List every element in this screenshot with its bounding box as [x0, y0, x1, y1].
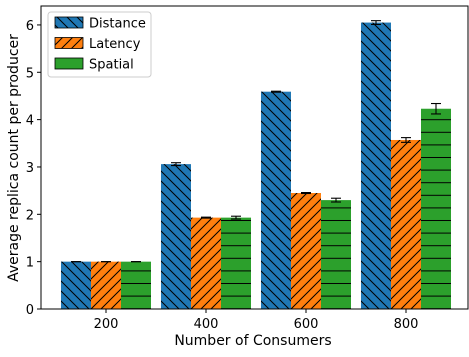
legend-swatch-hatch: [55, 37, 83, 49]
legend: Distance Latency Spatial: [47, 11, 152, 78]
bar-spatial-600: [321, 200, 351, 309]
bar-latency-600: [291, 193, 321, 309]
y-tick-label: 5: [26, 66, 34, 81]
x-axis-label: Number of Consumers: [174, 333, 331, 349]
bar-hatch: [261, 91, 291, 309]
bar-spatial-400: [221, 217, 251, 309]
error-bar-distance-400: [171, 162, 181, 167]
legend-entry-latency: Latency: [54, 37, 141, 52]
legend-entry-distance: Distance: [54, 17, 146, 32]
bar-hatch: [391, 139, 421, 309]
x-tick-label: 400: [194, 317, 219, 332]
y-tick-label: 2: [26, 208, 34, 223]
legend-swatch-hatch: [55, 58, 83, 69]
bar-distance-400: [161, 164, 191, 309]
x-tick-label: 600: [294, 317, 319, 332]
legend-entry-spatial: Spatial: [54, 58, 134, 73]
bar-hatch: [161, 164, 191, 309]
y-tick-label: 3: [26, 161, 34, 176]
y-tick-label: 1: [26, 256, 34, 271]
bar-hatch: [421, 108, 451, 310]
bar-hatch: [121, 261, 151, 309]
y-tick-label: 4: [26, 114, 34, 129]
bar-hatch: [91, 261, 121, 309]
y-tick-label: 6: [26, 19, 34, 34]
error-bar-latency-800: [401, 137, 411, 143]
y-tick-label: 0: [26, 303, 34, 318]
bar-distance-600: [261, 91, 291, 309]
legend-label: Spatial: [89, 58, 134, 73]
bar-hatch: [321, 200, 351, 309]
bar-distance-800: [361, 22, 391, 309]
legend-swatch-hatch: [55, 17, 83, 28]
error-bar-latency-400: [201, 216, 211, 219]
legend-label: Distance: [89, 17, 146, 32]
error-bar-latency-600: [301, 191, 311, 195]
bar-hatch: [191, 217, 221, 309]
error-bar-distance-800: [371, 20, 381, 26]
bar-distance-200: [61, 261, 91, 309]
error-bar-spatial-800: [431, 102, 441, 115]
error-bar-distance-600: [271, 90, 281, 93]
error-bar-spatial-600: [331, 197, 341, 203]
bar-hatch: [221, 217, 251, 309]
bar-latency-400: [191, 217, 221, 309]
bar-hatch: [291, 193, 321, 309]
bar-latency-200: [91, 261, 121, 309]
axes: 0 1 2 3 4 5 6 200 400 600 800: [26, 5, 469, 332]
x-tick-label: 200: [94, 317, 119, 332]
bar-hatch: [361, 22, 391, 309]
error-bar-spatial-400: [231, 215, 241, 220]
plot-area: [61, 20, 451, 310]
legend-label: Latency: [89, 37, 141, 52]
axes-frame: [40, 5, 469, 310]
bar-latency-800: [391, 139, 421, 309]
bar-spatial-800: [421, 108, 451, 310]
bar-hatch: [61, 261, 91, 309]
x-tick-label: 800: [394, 317, 419, 332]
y-axis-label: Average replica count per producer: [6, 34, 22, 282]
bar-spatial-200: [121, 261, 151, 309]
